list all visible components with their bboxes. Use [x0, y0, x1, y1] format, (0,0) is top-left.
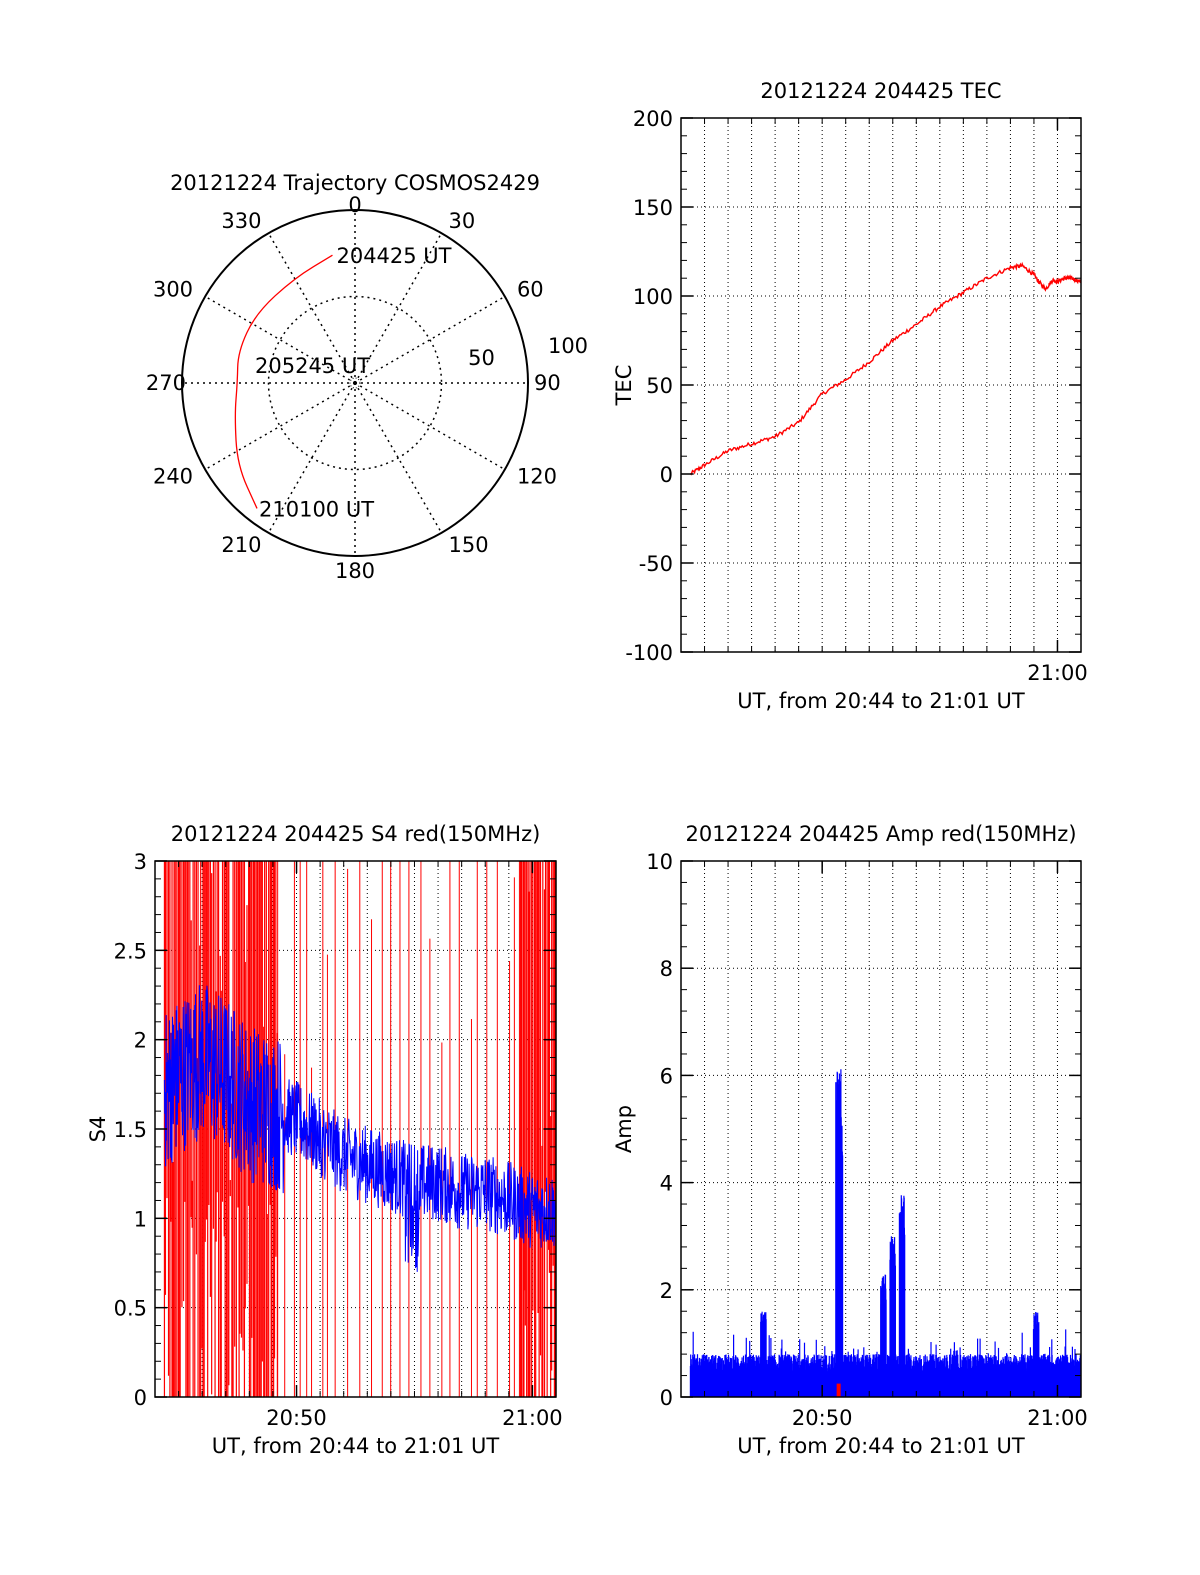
tec-ytick-label: 200 [633, 107, 673, 131]
polar-spoke-300 [204, 295, 356, 384]
polar-azimuth-label-120: 120 [517, 465, 557, 489]
polar-azimuth-label-60: 60 [517, 278, 544, 302]
polar-azimuth-label-90: 90 [534, 371, 561, 395]
polar-spoke-150 [354, 382, 443, 534]
polar-azimuth-label-0: 0 [348, 193, 361, 217]
s4-ytick-label: 0 [134, 1386, 147, 1410]
polar-center-ring [349, 377, 361, 389]
polar-trajectory-line [234, 254, 333, 509]
polar-point-label-start: 204425 UT [336, 244, 451, 268]
s4-xtick-label: 20:50 [266, 1406, 327, 1430]
amp-ytick-label: 0 [660, 1386, 673, 1410]
tec-xtick-label: 21:00 [1027, 661, 1088, 685]
tec-ylabel: TEC [612, 365, 636, 407]
polar-azimuth-label-270: 270 [146, 371, 186, 395]
polar-trajectory-panel: 20121224 Trajectory COSMOS2429 0 30 60 90 12… [146, 171, 588, 583]
s4-ytick-label: 3 [134, 850, 147, 874]
s4-xlabel: UT, from 20:44 to 21:01 UT [212, 1434, 500, 1458]
tec-series-line [689, 261, 1082, 476]
amp-ytick-label: 8 [660, 957, 673, 981]
tec-title: 20121224 204425 TEC [760, 79, 1001, 103]
s4-title: 20121224 204425 S4 red(150MHz) [171, 822, 541, 846]
polar-azimuth-label-300: 300 [153, 278, 193, 302]
polar-spoke-120 [354, 382, 506, 471]
polar-point-label-mid: 205245 UT [255, 354, 370, 378]
polar-spoke-240 [204, 382, 356, 471]
tec-grid [680, 117, 1082, 653]
s4-ytick-label: 2.5 [114, 939, 147, 963]
s4-ytick-label: 0.5 [114, 1297, 147, 1321]
polar-azimuth-label-330: 330 [221, 209, 261, 233]
polar-radial-label-100: 100 [548, 334, 588, 358]
amp-title: 20121224 204425 Amp red(150MHz) [685, 822, 1076, 846]
polar-azimuth-label-180: 180 [335, 559, 375, 583]
amp-ytick-label: 10 [646, 850, 673, 874]
polar-azimuth-label-210: 210 [221, 533, 261, 557]
polar-radial-label-50: 50 [468, 346, 495, 370]
polar-azimuth-label-240: 240 [153, 465, 193, 489]
polar-point-label-end: 210100 UT [259, 497, 374, 521]
tec-ytick-label: -50 [639, 552, 673, 576]
amp-frame [680, 860, 1082, 1398]
amp-xtick-label: 21:00 [1027, 1406, 1088, 1430]
s4-ylabel: S4 [86, 1116, 110, 1143]
amp-xtick-label: 20:50 [792, 1406, 853, 1430]
amp-xlabel: UT, from 20:44 to 21:01 UT [737, 1434, 1025, 1458]
s4-ytick-label: 1 [134, 1207, 147, 1231]
polar-azimuth-labels: 0 30 60 90 120 150 180 210 240 270 300 330 50 100 [146, 193, 588, 583]
polar-azimuth-label-150: 150 [449, 533, 489, 557]
s4-ytick-label: 2 [134, 1029, 147, 1053]
s4-red-spikes [163, 861, 556, 1397]
tec-ytick-label: 50 [646, 374, 673, 398]
polar-azimuth-label-30: 30 [449, 209, 476, 233]
s4-ytick-label: 1.5 [114, 1118, 147, 1142]
amp-ylabel: Amp [612, 1105, 636, 1153]
polar-spoke-30 [354, 232, 443, 384]
amp-blue-series [689, 1069, 1082, 1397]
polar-spoke-330 [267, 232, 356, 384]
tec-ytick-label: -100 [625, 641, 673, 665]
amp-ytick-label: 6 [660, 1064, 673, 1088]
polar-spoke-210 [267, 382, 356, 534]
polar-trajectory-series: 204425 UT 205245 UT 210100 UT [234, 244, 452, 521]
amp-ytick-label: 2 [660, 1279, 673, 1303]
tec-xlabel: UT, from 20:44 to 21:01 UT [737, 689, 1025, 713]
s4-blue-line [163, 985, 557, 1272]
amp-ytick-label: 4 [660, 1172, 673, 1196]
tec-ytick-label: 0 [660, 463, 673, 487]
tec-ytick-label: 150 [633, 196, 673, 220]
s4-xtick-label: 21:00 [502, 1406, 563, 1430]
amp-red-marker [836, 1383, 841, 1397]
polar-title: 20121224 Trajectory COSMOS2429 [170, 171, 540, 195]
polar-grid [181, 209, 529, 557]
polar-outer-circle [181, 209, 529, 557]
tec-ytick-label: 100 [633, 285, 673, 309]
polar-ring-50 [267, 295, 443, 471]
polar-spoke-60 [354, 295, 506, 384]
